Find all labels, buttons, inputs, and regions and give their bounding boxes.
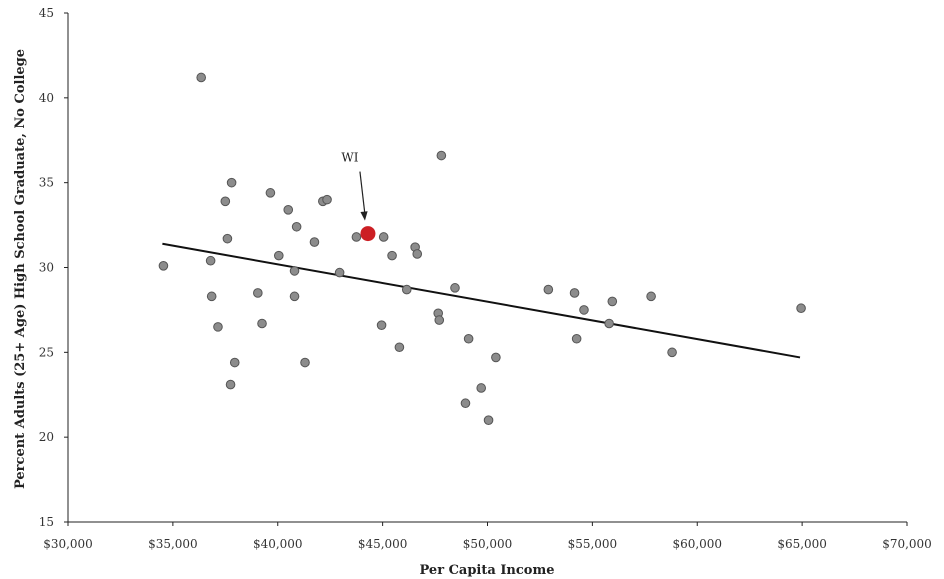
data-point [220,196,231,207]
x-tick-label: $65,000 [777,537,827,551]
data-point [206,291,217,302]
data-point [376,320,387,330]
data-point [291,221,302,232]
data-point [289,291,300,302]
data-point [476,383,487,393]
data-point [401,284,412,295]
data-point [222,233,233,244]
x-tick-label: $35,000 [148,537,198,551]
data-point [229,357,240,368]
data-point [322,194,332,205]
x-tick-label: $45,000 [358,537,408,551]
data-point [394,342,405,353]
highlight-group: WI [341,151,376,242]
y-tick-label: 30 [39,261,54,275]
data-points [158,72,806,426]
data-point [334,267,345,278]
data-point [196,72,206,83]
data-point [436,150,447,161]
data-point [253,288,263,298]
data-point [300,357,310,368]
y-ticks: 15 20 25 30 35 40 45 [39,6,68,529]
data-point [265,188,276,198]
data-point [667,347,677,358]
data-point [289,266,300,276]
data-point [412,249,423,259]
data-point [351,232,362,242]
data-point [579,305,589,315]
highlight-label: WI [341,151,358,165]
x-axis-title: Per Capita Income [420,563,555,578]
data-point [434,315,445,325]
x-tick-label: $50,000 [463,537,513,551]
data-point [569,288,580,298]
data-point [257,318,267,329]
data-point [571,333,582,344]
data-point [226,177,237,188]
data-point [378,232,389,242]
y-axis-title: Percent Adults (25+ Age) High School Gra… [13,49,28,489]
y-tick-label: 15 [39,515,54,529]
highlight-arrowhead [360,211,368,221]
trendline [162,242,801,359]
data-point [387,250,397,261]
highlight-arrow-line [359,171,366,215]
data-point [491,352,501,363]
axes [67,13,907,523]
data-point [796,303,806,314]
data-point [273,250,284,261]
data-point [205,255,216,266]
data-point [646,291,656,302]
data-point [543,284,554,295]
data-point [483,415,494,426]
highlight-point [360,226,376,242]
y-tick-label: 20 [39,430,54,444]
data-point [607,296,618,307]
data-point [158,261,169,271]
y-tick-label: 45 [39,6,54,20]
x-ticks: $30,000 $35,000 $40,000 $45,000 $50,000 $55,0… [43,522,932,551]
data-point [450,283,460,293]
x-tick-label: $70,000 [882,537,932,551]
data-point [309,237,320,247]
x-tick-label: $55,000 [568,537,618,551]
y-tick-label: 40 [39,91,54,105]
data-point [463,333,474,344]
y-tick-label: 35 [39,176,54,190]
x-tick-label: $30,000 [43,537,93,551]
data-point [283,205,294,215]
data-point [604,318,614,329]
y-tick-label: 25 [39,345,54,359]
x-tick-label: $40,000 [253,537,303,551]
data-point [225,379,236,390]
x-tick-label: $60,000 [672,537,722,551]
data-point [460,398,471,409]
data-point [213,322,223,332]
